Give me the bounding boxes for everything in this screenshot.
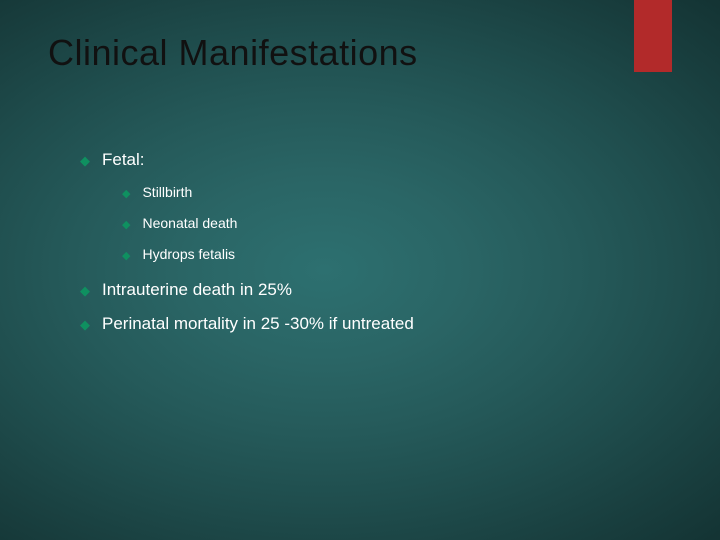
list-item: ◆ Neonatal death [122, 215, 660, 231]
slide-content: ◆ Fetal: ◆ Stillbirth ◆ Neonatal death ◆… [80, 150, 660, 348]
bullet-icon: ◆ [122, 220, 130, 231]
slide-title: Clinical Manifestations [48, 32, 418, 74]
bullet-icon: ◆ [80, 284, 90, 297]
bullet-icon: ◆ [122, 189, 130, 200]
bullet-icon: ◆ [80, 154, 90, 167]
bullet-icon: ◆ [80, 318, 90, 331]
list-item: ◆ Intrauterine death in 25% [80, 280, 660, 300]
list-item: ◆ Fetal: [80, 150, 660, 170]
list-item-label: Fetal: [102, 150, 145, 170]
sublist: ◆ Stillbirth ◆ Neonatal death ◆ Hydrops … [122, 184, 660, 262]
list-item: ◆ Stillbirth [122, 184, 660, 200]
list-item: ◆ Perinatal mortality in 25 -30% if untr… [80, 314, 660, 334]
accent-bar [634, 0, 672, 72]
list-item-label: Perinatal mortality in 25 -30% if untrea… [102, 314, 414, 334]
slide: Clinical Manifestations ◆ Fetal: ◆ Still… [0, 0, 720, 540]
list-item-label: Stillbirth [142, 184, 192, 200]
list-item-label: Neonatal death [142, 215, 237, 231]
list-item-label: Hydrops fetalis [142, 246, 235, 262]
list-item-label: Intrauterine death in 25% [102, 280, 292, 300]
list-item: ◆ Hydrops fetalis [122, 246, 660, 262]
bullet-icon: ◆ [122, 251, 130, 262]
